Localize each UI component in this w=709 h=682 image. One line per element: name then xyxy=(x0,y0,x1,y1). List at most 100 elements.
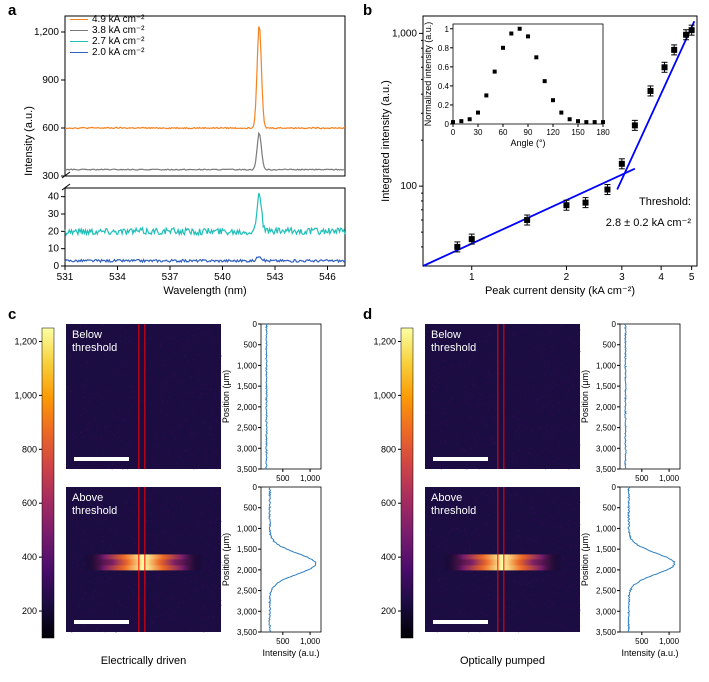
svg-text:Threshold:: Threshold: xyxy=(639,196,691,208)
svg-text:1,000: 1,000 xyxy=(373,390,396,400)
svg-text:10: 10 xyxy=(48,244,60,255)
svg-text:1,500: 1,500 xyxy=(237,545,258,554)
svg-text:0.6: 0.6 xyxy=(438,63,450,72)
svg-text:534: 534 xyxy=(109,272,126,283)
svg-text:400: 400 xyxy=(22,552,37,562)
svg-text:543: 543 xyxy=(267,272,284,283)
svg-text:400: 400 xyxy=(381,552,396,562)
svg-text:3,500: 3,500 xyxy=(596,465,617,474)
svg-text:1: 1 xyxy=(445,25,450,34)
legend-item: 3.8 kA cm⁻² xyxy=(70,25,145,36)
svg-text:546: 546 xyxy=(319,272,336,283)
legend-item: 2.0 kA cm⁻² xyxy=(70,47,145,58)
svg-text:1,000: 1,000 xyxy=(659,474,680,483)
svg-text:500: 500 xyxy=(276,637,290,646)
svg-text:537: 537 xyxy=(162,272,179,283)
svg-text:2,000: 2,000 xyxy=(237,566,258,575)
svg-text:3,000: 3,000 xyxy=(596,607,617,616)
svg-text:150: 150 xyxy=(571,128,585,137)
svg-text:3,000: 3,000 xyxy=(237,444,258,453)
svg-text:Optically pumped: Optically pumped xyxy=(460,655,545,667)
svg-text:1,000: 1,000 xyxy=(237,361,258,370)
svg-text:1,000: 1,000 xyxy=(392,28,417,39)
svg-text:0: 0 xyxy=(253,320,258,329)
svg-text:180: 180 xyxy=(596,128,610,137)
svg-text:800: 800 xyxy=(22,444,37,454)
svg-text:500: 500 xyxy=(603,504,617,513)
svg-text:800: 800 xyxy=(381,444,396,454)
svg-text:600: 600 xyxy=(381,498,396,508)
svg-text:100: 100 xyxy=(400,181,417,192)
svg-text:1,000: 1,000 xyxy=(300,474,321,483)
svg-text:500: 500 xyxy=(276,474,290,483)
svg-text:Intensity (a.u.): Intensity (a.u.) xyxy=(262,648,319,658)
svg-text:threshold: threshold xyxy=(431,505,476,517)
svg-text:0.4: 0.4 xyxy=(438,82,450,91)
svg-text:1,000: 1,000 xyxy=(596,361,617,370)
svg-text:500: 500 xyxy=(635,637,649,646)
svg-text:2,500: 2,500 xyxy=(237,424,258,433)
panel-label-b: b xyxy=(363,2,372,19)
svg-text:900: 900 xyxy=(42,75,59,86)
svg-text:0: 0 xyxy=(53,261,59,272)
panel-label-a: a xyxy=(8,2,16,19)
svg-text:Below: Below xyxy=(72,329,102,341)
panel-c-svg: 2004006008001,0001,200BelowthresholdAbov… xyxy=(0,310,360,680)
svg-text:2,000: 2,000 xyxy=(237,403,258,412)
panel-b-svg: 123451001,000Peak current density (kA cm… xyxy=(375,8,705,298)
svg-text:40: 40 xyxy=(48,192,60,203)
svg-text:300: 300 xyxy=(42,171,59,182)
svg-text:Position (μm): Position (μm) xyxy=(221,370,231,423)
svg-text:Normalized intensity (a.u.): Normalized intensity (a.u.) xyxy=(423,22,433,127)
svg-text:20: 20 xyxy=(48,226,60,237)
svg-text:4: 4 xyxy=(658,272,664,283)
svg-text:540: 540 xyxy=(214,272,231,283)
svg-text:Intensity (a.u.): Intensity (a.u.) xyxy=(621,648,678,658)
svg-text:60: 60 xyxy=(499,128,508,137)
svg-text:1,200: 1,200 xyxy=(373,336,396,346)
svg-text:1,000: 1,000 xyxy=(659,637,680,646)
svg-text:1,000: 1,000 xyxy=(596,524,617,533)
svg-text:500: 500 xyxy=(603,341,617,350)
svg-text:30: 30 xyxy=(48,209,60,220)
svg-text:500: 500 xyxy=(635,474,649,483)
svg-text:1,200: 1,200 xyxy=(34,27,59,38)
svg-text:threshold: threshold xyxy=(72,505,117,517)
svg-text:Wavelength (nm): Wavelength (nm) xyxy=(163,285,246,297)
svg-text:0: 0 xyxy=(612,320,617,329)
svg-text:1,500: 1,500 xyxy=(596,382,617,391)
svg-text:600: 600 xyxy=(42,123,59,134)
svg-text:Integrated intensity (a.u.): Integrated intensity (a.u.) xyxy=(380,80,392,202)
svg-text:30: 30 xyxy=(474,128,483,137)
svg-text:3,500: 3,500 xyxy=(596,628,617,637)
svg-text:3: 3 xyxy=(619,272,625,283)
svg-text:500: 500 xyxy=(244,341,258,350)
svg-text:threshold: threshold xyxy=(431,342,476,354)
svg-text:120: 120 xyxy=(546,128,560,137)
svg-text:3,500: 3,500 xyxy=(237,465,258,474)
svg-text:2,000: 2,000 xyxy=(596,403,617,412)
svg-text:Intensity (a.u.): Intensity (a.u.) xyxy=(23,106,35,176)
svg-text:Electrically driven: Electrically driven xyxy=(101,655,187,667)
svg-text:2,500: 2,500 xyxy=(237,587,258,596)
svg-text:Above: Above xyxy=(72,492,103,504)
svg-text:0: 0 xyxy=(445,120,450,129)
svg-text:0: 0 xyxy=(253,483,258,492)
svg-text:1,000: 1,000 xyxy=(300,637,321,646)
svg-text:2,000: 2,000 xyxy=(596,566,617,575)
panel-d: 2004006008001,0001,200BelowthresholdAbov… xyxy=(355,310,709,680)
svg-text:600: 600 xyxy=(22,498,37,508)
svg-text:1,200: 1,200 xyxy=(14,336,37,346)
svg-text:1,000: 1,000 xyxy=(14,390,37,400)
svg-text:2.8 ± 0.2 kA cm⁻²: 2.8 ± 0.2 kA cm⁻² xyxy=(606,217,692,229)
panel-d-svg: 2004006008001,0001,200BelowthresholdAbov… xyxy=(355,310,709,680)
svg-text:200: 200 xyxy=(381,606,396,616)
svg-text:Angle (°): Angle (°) xyxy=(510,138,545,148)
svg-text:Above: Above xyxy=(431,492,462,504)
svg-text:3,000: 3,000 xyxy=(596,444,617,453)
svg-text:threshold: threshold xyxy=(72,342,117,354)
panel-b: 123451001,000Peak current density (kA cm… xyxy=(375,8,705,298)
svg-text:3,000: 3,000 xyxy=(237,607,258,616)
panel-c: 2004006008001,0001,200BelowthresholdAbov… xyxy=(0,310,360,680)
svg-text:2,500: 2,500 xyxy=(596,424,617,433)
